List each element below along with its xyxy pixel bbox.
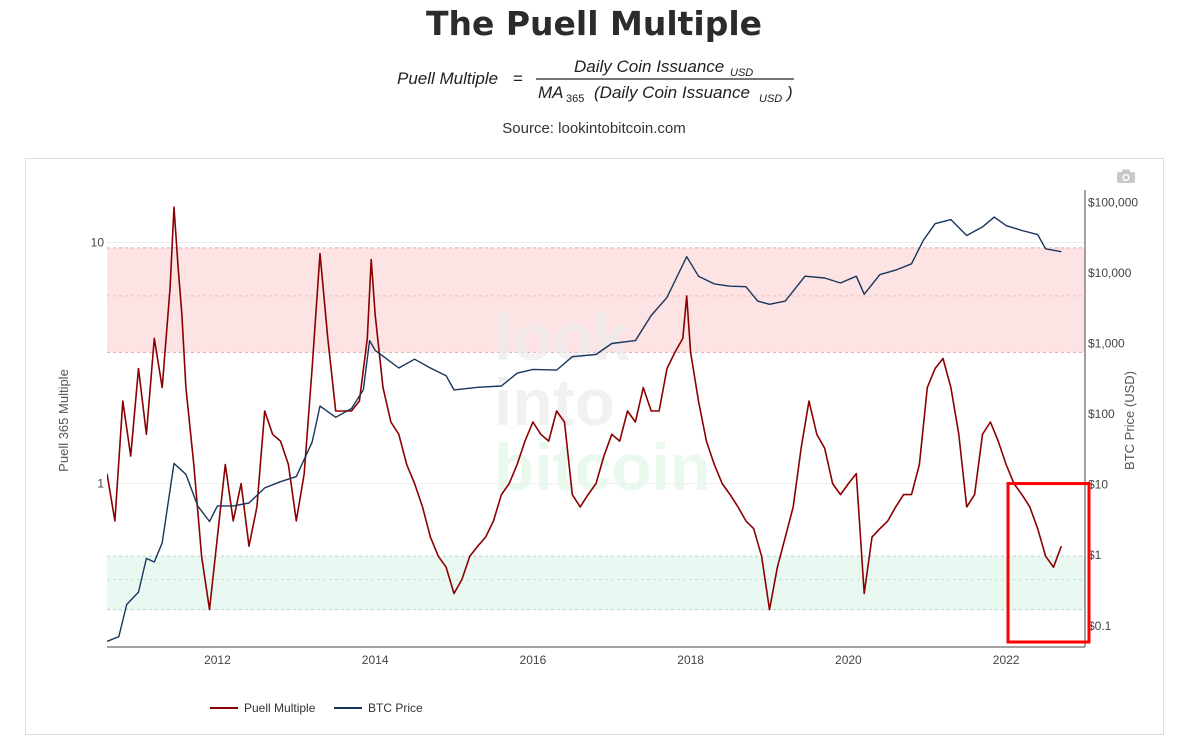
formula-numerator-subscript: USD [730,67,753,79]
formula-denominator-close: ) [785,83,793,102]
formula-denominator-subscript: USD [759,93,782,105]
formula-numerator: Daily Coin Issuance [574,57,724,76]
formula-denominator-body: (Daily Coin Issuance [594,83,750,102]
page-title: The Puell Multiple [425,4,763,43]
formula-lhs: Puell Multiple [397,69,498,88]
chart-panel [25,158,1164,735]
formula-denominator-prefix-subscript: 365 [566,93,584,105]
formula-denominator-prefix: MA [538,83,564,102]
puell-formula: Puell Multiple = Daily Coin Issuance USD… [397,57,794,105]
source-caption: Source: lookintobitcoin.com [502,120,686,137]
formula-equals: = [513,69,523,88]
camera-icon[interactable] [1116,168,1136,184]
